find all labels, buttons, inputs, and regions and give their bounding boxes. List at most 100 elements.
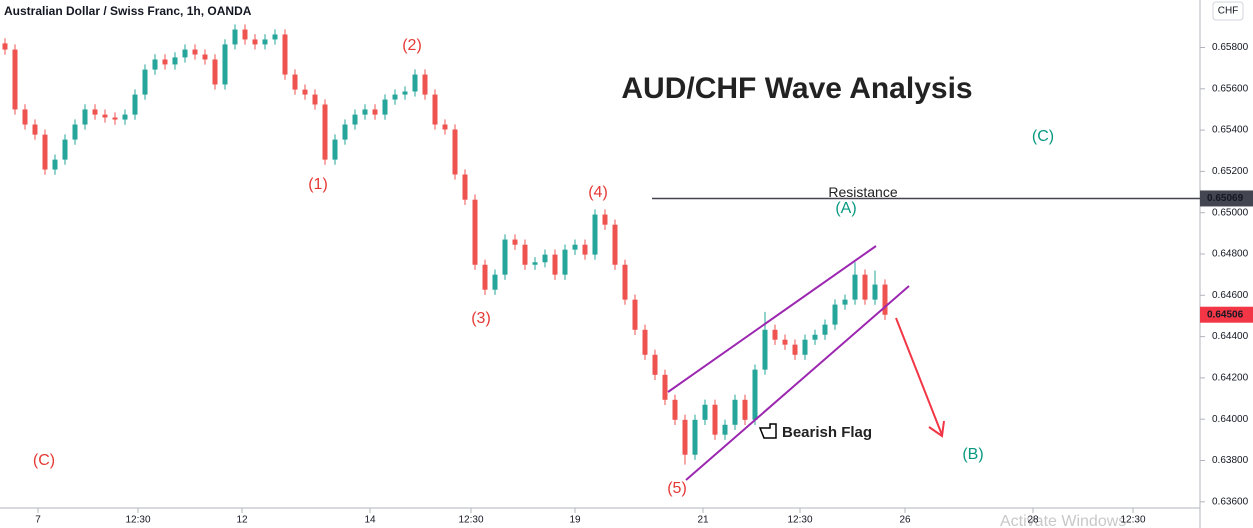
candle-body xyxy=(32,124,38,135)
watermark: Activate Windows xyxy=(1000,513,1126,528)
y-tick-label: 0.63600 xyxy=(1212,496,1249,507)
candle-body xyxy=(662,374,668,400)
candle-body xyxy=(402,91,408,95)
price-tag xyxy=(1200,306,1253,323)
candle-body xyxy=(512,239,518,245)
candle-body xyxy=(442,124,448,130)
candle-body xyxy=(882,284,888,315)
candle-body xyxy=(762,329,768,370)
candle-body xyxy=(2,43,8,50)
candle-body xyxy=(122,114,128,120)
candle-body xyxy=(532,262,538,265)
channel-lower xyxy=(685,285,910,481)
wave-label: (2) xyxy=(402,37,422,54)
candle-body xyxy=(612,224,618,265)
candle-body xyxy=(472,199,478,265)
candle-body xyxy=(322,104,328,160)
candle-body xyxy=(572,244,578,250)
candle-body xyxy=(52,159,58,170)
wave-label: (B) xyxy=(962,446,983,463)
x-tick-label: 12 xyxy=(236,515,248,526)
channel-upper xyxy=(667,245,877,393)
chart-title: AUD/CHF Wave Analysis xyxy=(621,72,972,105)
candle-body xyxy=(452,129,458,175)
candle-body xyxy=(342,124,348,140)
candle-body xyxy=(112,117,118,120)
x-tick-label: 7 xyxy=(35,515,41,526)
candle-body xyxy=(242,29,248,40)
candle-body xyxy=(382,99,388,115)
wave-label: (5) xyxy=(667,480,687,497)
candle-body xyxy=(282,34,288,75)
candle-body xyxy=(362,109,368,115)
arrow-head xyxy=(928,420,945,438)
pattern-label: Bearish Flag xyxy=(782,424,872,441)
candle-body xyxy=(212,59,218,85)
candle-body xyxy=(792,344,798,355)
candle-body xyxy=(522,244,528,265)
candle-body xyxy=(742,399,748,420)
candle-body xyxy=(252,39,258,45)
x-tick-label: 12:30 xyxy=(458,515,483,526)
candle-body xyxy=(582,244,588,255)
y-tick-label: 0.64200 xyxy=(1212,373,1249,384)
candle-body xyxy=(542,254,548,263)
candle-body xyxy=(692,419,698,455)
resistance-label: Resistance xyxy=(828,184,897,200)
x-tick-label: 12:30 xyxy=(125,515,150,526)
candle-body xyxy=(142,69,148,95)
candle-body xyxy=(592,214,598,255)
y-tick-label: 0.64000 xyxy=(1212,414,1249,425)
candle-body xyxy=(712,404,718,435)
candle-body xyxy=(152,59,158,70)
candle-body xyxy=(852,274,858,300)
candle-body xyxy=(12,49,18,110)
candle-body xyxy=(292,74,298,90)
candle-body xyxy=(412,74,418,92)
y-tick-label: 0.64600 xyxy=(1212,290,1249,301)
candle-body xyxy=(722,424,728,435)
candle-body xyxy=(752,369,758,420)
candle-body xyxy=(782,339,788,345)
candle-body xyxy=(232,29,238,45)
y-tick-label: 0.64800 xyxy=(1212,249,1249,260)
candle-body xyxy=(222,44,228,85)
x-tick-label: 14 xyxy=(364,515,376,526)
candle-body xyxy=(812,334,818,340)
currency-label[interactable]: CHF xyxy=(1218,6,1239,17)
candle-body xyxy=(172,57,178,65)
x-tick-label: 21 xyxy=(697,515,709,526)
candle-body xyxy=(862,274,868,300)
candle-body xyxy=(102,114,108,118)
candle-body xyxy=(302,89,308,95)
candle-body xyxy=(622,264,628,300)
candle-body xyxy=(652,354,658,375)
candle-body xyxy=(132,94,138,115)
candle-body xyxy=(392,94,398,100)
y-tick-label: 0.63800 xyxy=(1212,455,1249,466)
candle-body xyxy=(332,139,338,160)
candle-body xyxy=(162,59,168,65)
candle-body xyxy=(482,264,488,290)
candle-body xyxy=(732,399,738,425)
price-tag xyxy=(1200,190,1253,207)
wave-label: (C) xyxy=(33,452,55,469)
wave-label: (3) xyxy=(471,310,491,327)
candle-body xyxy=(552,254,558,275)
candle-body xyxy=(262,39,268,45)
candle-body xyxy=(802,339,808,355)
y-tick-label: 0.64400 xyxy=(1212,331,1249,342)
candle-body xyxy=(82,109,88,125)
plot-area xyxy=(2,24,888,465)
candle-body xyxy=(842,299,848,305)
x-tick-label: 28 xyxy=(1027,515,1039,526)
wave-label: (C) xyxy=(1032,128,1054,145)
candle-body xyxy=(492,274,498,290)
candle-body xyxy=(62,139,68,160)
candle-body xyxy=(312,94,318,105)
currency-box[interactable] xyxy=(1212,1,1244,21)
candle-body xyxy=(832,304,838,325)
